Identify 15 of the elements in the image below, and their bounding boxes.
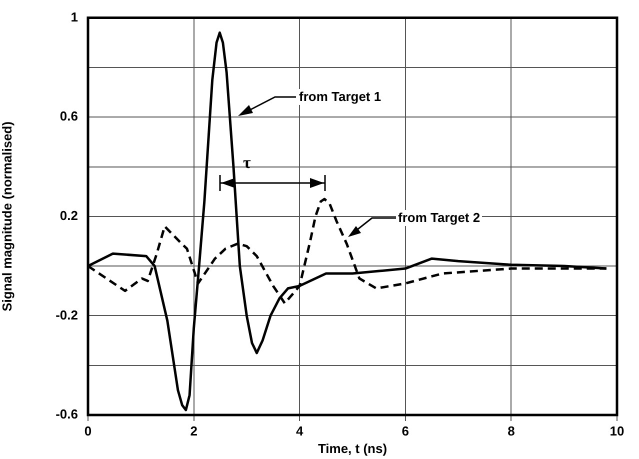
y-tick-label: -0.2 xyxy=(56,307,78,322)
y-axis-title: Signal magnitude (normalised) xyxy=(0,121,14,312)
x-tick-label: 8 xyxy=(508,423,515,438)
y-tick-label: 1 xyxy=(70,9,78,24)
annotation: from Target 2 xyxy=(396,210,482,226)
y-tick-label: -0.6 xyxy=(56,406,78,422)
y-tick-label: 0.2 xyxy=(60,208,78,223)
y-tick-label: 0.6 xyxy=(60,108,78,124)
x-tick-label: 2 xyxy=(190,423,198,438)
x-tick-label: 6 xyxy=(402,423,410,438)
x-tick-label: 0 xyxy=(84,423,92,438)
x-tick-label: 4 xyxy=(296,423,304,438)
x-tick-label: 10 xyxy=(610,423,624,438)
annotation: from Target 1 xyxy=(297,89,384,105)
x-axis-title: Time, t (ns) xyxy=(318,440,388,456)
